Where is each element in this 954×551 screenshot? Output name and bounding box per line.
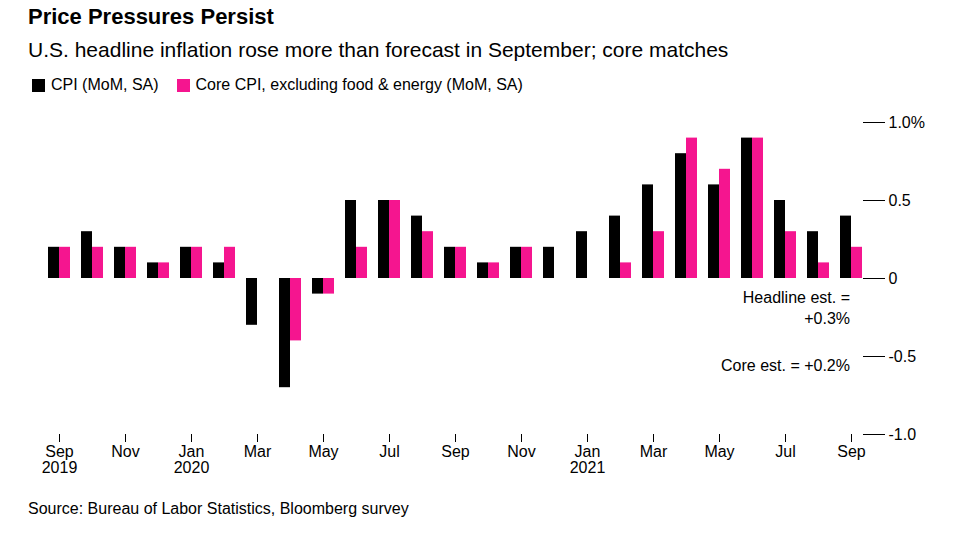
svg-text:Jan2020: Jan2020 [174,443,210,476]
svg-text:Mar: Mar [640,443,668,460]
html-text:Price Pressures Persist: Price Pressures Persist [28,4,274,29]
html-text:U.S. headline inflation rose m: U.S. headline inflation rose more than f… [28,38,729,61]
html-text:CPI (MoM, SA): CPI (MoM, SA) [51,76,159,93]
svg-text:Jul: Jul [775,443,795,460]
svg-text:1.0%: 1.0% [889,114,925,131]
svg-text:0: 0 [889,270,898,287]
svg-text:Nov: Nov [507,443,535,460]
svg-text:Jul: Jul [379,443,399,460]
html-text:Core est. = +0.2%: Core est. = +0.2% [721,357,850,374]
svg-text:Jan2021: Jan2021 [570,443,606,476]
svg-text:May: May [704,443,734,460]
svg-text:-0.5: -0.5 [889,348,917,365]
svg-text:-1.0: -1.0 [889,426,917,443]
html-text:Headline est. = +0.3%: Headline est. = +0.3% [742,289,850,327]
svg-text:Nov: Nov [111,443,139,460]
svg-text:Sep2019: Sep2019 [42,443,78,476]
svg-text:Sep: Sep [837,443,866,460]
svg-text:0.5: 0.5 [889,192,911,209]
svg-text:Sep: Sep [441,443,470,460]
html-text:Source: Bureau of Labor Statis: Source: Bureau of Labor Statistics, Bloo… [28,500,409,517]
svg-text:Mar: Mar [244,443,272,460]
svg-text:May: May [308,443,338,460]
html-text:Core CPI, excluding food & ene: Core CPI, excluding food & energy (MoM, … [195,76,523,93]
